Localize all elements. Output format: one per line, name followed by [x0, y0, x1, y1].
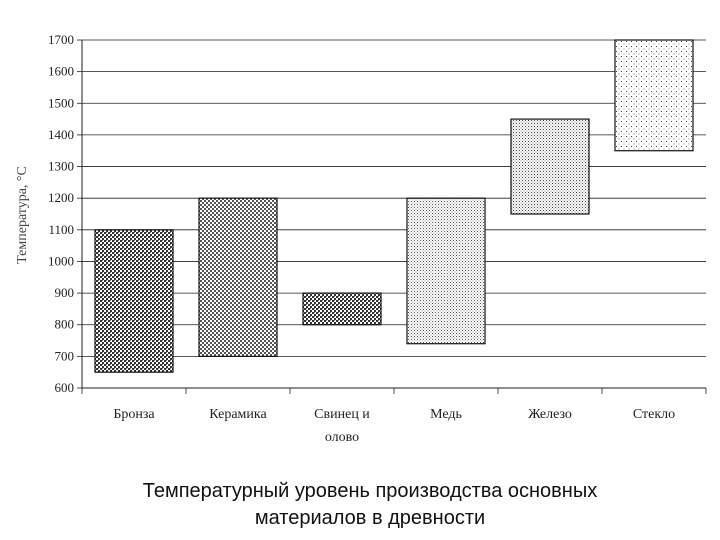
- figure-caption: Температурный уровень производства основ…: [60, 478, 680, 532]
- range-bar: [198, 197, 278, 357]
- y-tick-label: 1000: [48, 253, 74, 268]
- range-bar: [614, 39, 694, 152]
- y-tick-label: 1500: [48, 95, 74, 110]
- range-bar: [302, 292, 382, 326]
- category-label: олово: [325, 430, 359, 445]
- y-tick-label: 1700: [48, 32, 74, 47]
- range-bar: [94, 229, 174, 373]
- y-axis-label: Температура, °С: [15, 166, 30, 264]
- y-tick-label: 900: [55, 285, 75, 300]
- category-label: Керамика: [209, 407, 267, 422]
- range-bar: [510, 118, 590, 215]
- y-tick-label: 1100: [48, 222, 74, 237]
- y-tick-label: 1200: [48, 190, 74, 205]
- y-tick-label: 800: [55, 317, 75, 332]
- y-tick-label: 700: [55, 348, 75, 363]
- range-bar: [406, 197, 486, 345]
- category-label: Медь: [430, 407, 462, 422]
- category-label: Бронза: [113, 407, 155, 422]
- y-tick-label: 1400: [48, 127, 74, 142]
- y-tick-label: 1600: [48, 64, 74, 79]
- y-tick-label: 600: [55, 380, 75, 395]
- caption-line-2: материалов в древности: [254, 507, 486, 529]
- range-chart: 600 700 800 900 1000 1100 1200 1300 1400 1500 1600…: [15, 32, 707, 445]
- category-label: Железо: [528, 407, 572, 422]
- y-tick-label: 1300: [48, 159, 74, 174]
- category-label: Свинец и: [314, 407, 370, 422]
- caption-line-1: Температурный уровень производства основ…: [142, 480, 598, 502]
- category-label: Стекло: [633, 407, 675, 422]
